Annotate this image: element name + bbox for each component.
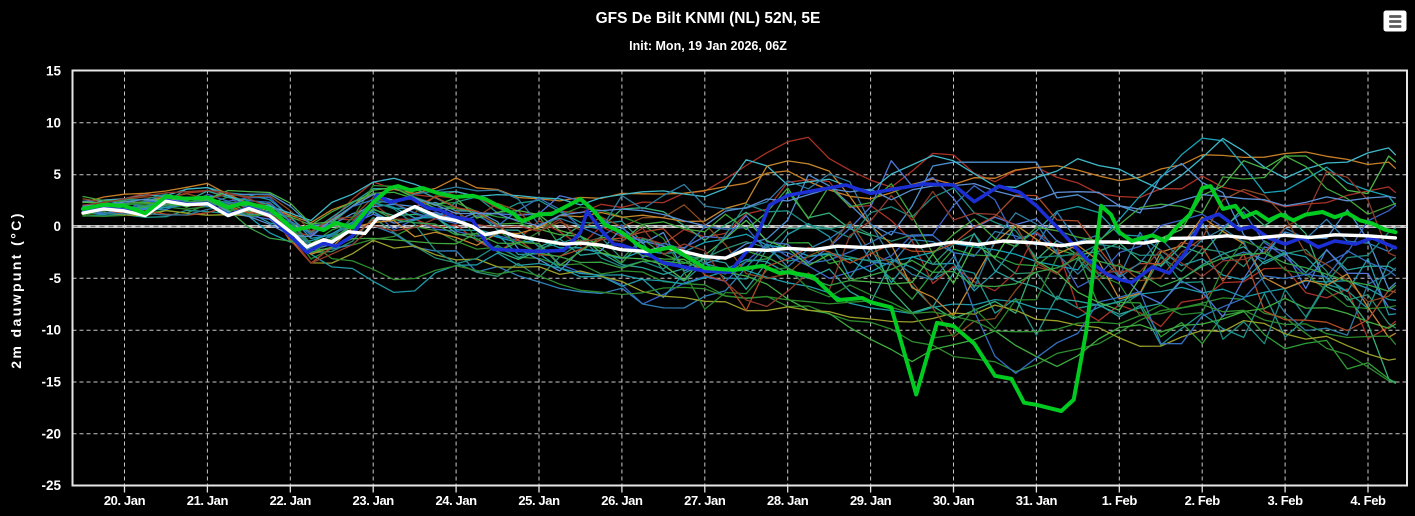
svg-text:-10: -10	[41, 323, 61, 338]
svg-text:20. Jan: 20. Jan	[104, 493, 146, 508]
svg-text:22. Jan: 22. Jan	[270, 493, 312, 508]
svg-text:15: 15	[46, 64, 62, 79]
svg-text:21. Jan: 21. Jan	[187, 493, 229, 508]
svg-text:5: 5	[53, 167, 61, 182]
svg-text:GFS De Bilt KNMI (NL) 52N, 5E: GFS De Bilt KNMI (NL) 52N, 5E	[596, 10, 821, 27]
svg-text:2. Feb: 2. Feb	[1185, 493, 1221, 508]
svg-text:-20: -20	[41, 426, 61, 441]
svg-text:-15: -15	[41, 375, 61, 390]
svg-text:24. Jan: 24. Jan	[435, 493, 477, 508]
svg-text:2m dauwpunt (°C): 2m dauwpunt (°C)	[8, 211, 24, 369]
svg-text:-5: -5	[49, 271, 61, 286]
svg-text:30. Jan: 30. Jan	[933, 493, 975, 508]
svg-text:25. Jan: 25. Jan	[518, 493, 560, 508]
svg-text:10: 10	[46, 115, 61, 130]
svg-text:28. Jan: 28. Jan	[767, 493, 809, 508]
svg-text:29. Jan: 29. Jan	[850, 493, 892, 508]
svg-text:1. Feb: 1. Feb	[1102, 493, 1138, 508]
svg-text:-25: -25	[41, 478, 61, 493]
svg-text:Init: Mon, 19 Jan 2026, 06Z: Init: Mon, 19 Jan 2026, 06Z	[629, 39, 787, 53]
svg-text:0: 0	[53, 219, 61, 234]
svg-text:3. Feb: 3. Feb	[1268, 493, 1304, 508]
svg-text:31. Jan: 31. Jan	[1016, 493, 1058, 508]
svg-text:27. Jan: 27. Jan	[684, 493, 726, 508]
svg-text:23. Jan: 23. Jan	[353, 493, 395, 508]
svg-text:26. Jan: 26. Jan	[601, 493, 643, 508]
svg-text:4. Feb: 4. Feb	[1350, 493, 1386, 508]
